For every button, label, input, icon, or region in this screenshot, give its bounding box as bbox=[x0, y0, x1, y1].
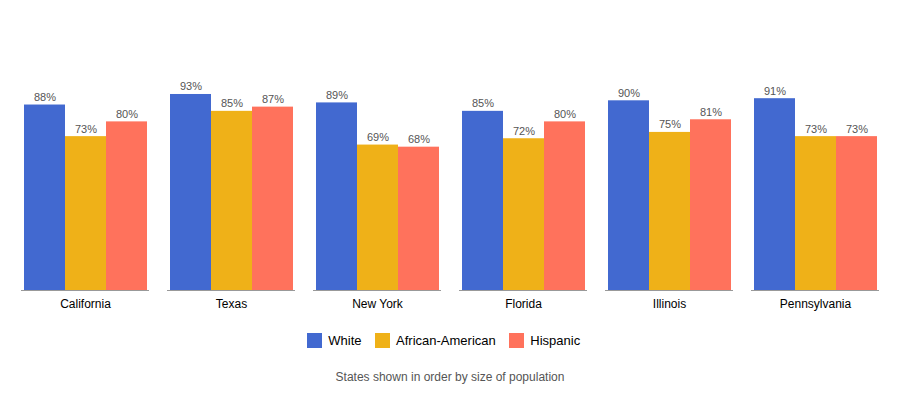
svg-text:73%: 73% bbox=[805, 123, 827, 135]
svg-text:73%: 73% bbox=[75, 123, 97, 135]
html-text:African-American: African-American bbox=[396, 333, 496, 348]
svg-text:88%: 88% bbox=[34, 91, 56, 103]
html-text:States shown in order by size: States shown in order by size of populat… bbox=[335, 369, 565, 384]
html-text:Hispanic: Hispanic bbox=[530, 333, 581, 348]
svg-text:90%: 90% bbox=[618, 87, 640, 99]
svg-text:73%: 73% bbox=[846, 123, 868, 135]
svg-text:75%: 75% bbox=[659, 118, 681, 130]
svg-text:69%: 69% bbox=[367, 131, 389, 143]
svg-text:Florida: Florida bbox=[505, 297, 542, 311]
svg-text:87%: 87% bbox=[262, 93, 284, 105]
svg-text:Pennsylvania: Pennsylvania bbox=[780, 297, 852, 311]
svg-text:81%: 81% bbox=[700, 106, 722, 118]
svg-text:85%: 85% bbox=[221, 97, 243, 109]
svg-text:72%: 72% bbox=[513, 125, 535, 137]
svg-text:89%: 89% bbox=[326, 89, 348, 101]
svg-text:68%: 68% bbox=[408, 133, 430, 145]
html-text:White: White bbox=[328, 333, 362, 348]
svg-text:80%: 80% bbox=[554, 108, 576, 120]
svg-text:80%: 80% bbox=[116, 108, 138, 120]
svg-text:Texas: Texas bbox=[216, 297, 247, 311]
svg-text:Illinois: Illinois bbox=[653, 297, 686, 311]
svg-text:California: California bbox=[60, 297, 111, 311]
svg-text:93%: 93% bbox=[180, 80, 202, 92]
svg-text:New York: New York bbox=[352, 297, 404, 311]
svg-text:91%: 91% bbox=[764, 85, 786, 97]
svg-text:85%: 85% bbox=[472, 97, 494, 109]
